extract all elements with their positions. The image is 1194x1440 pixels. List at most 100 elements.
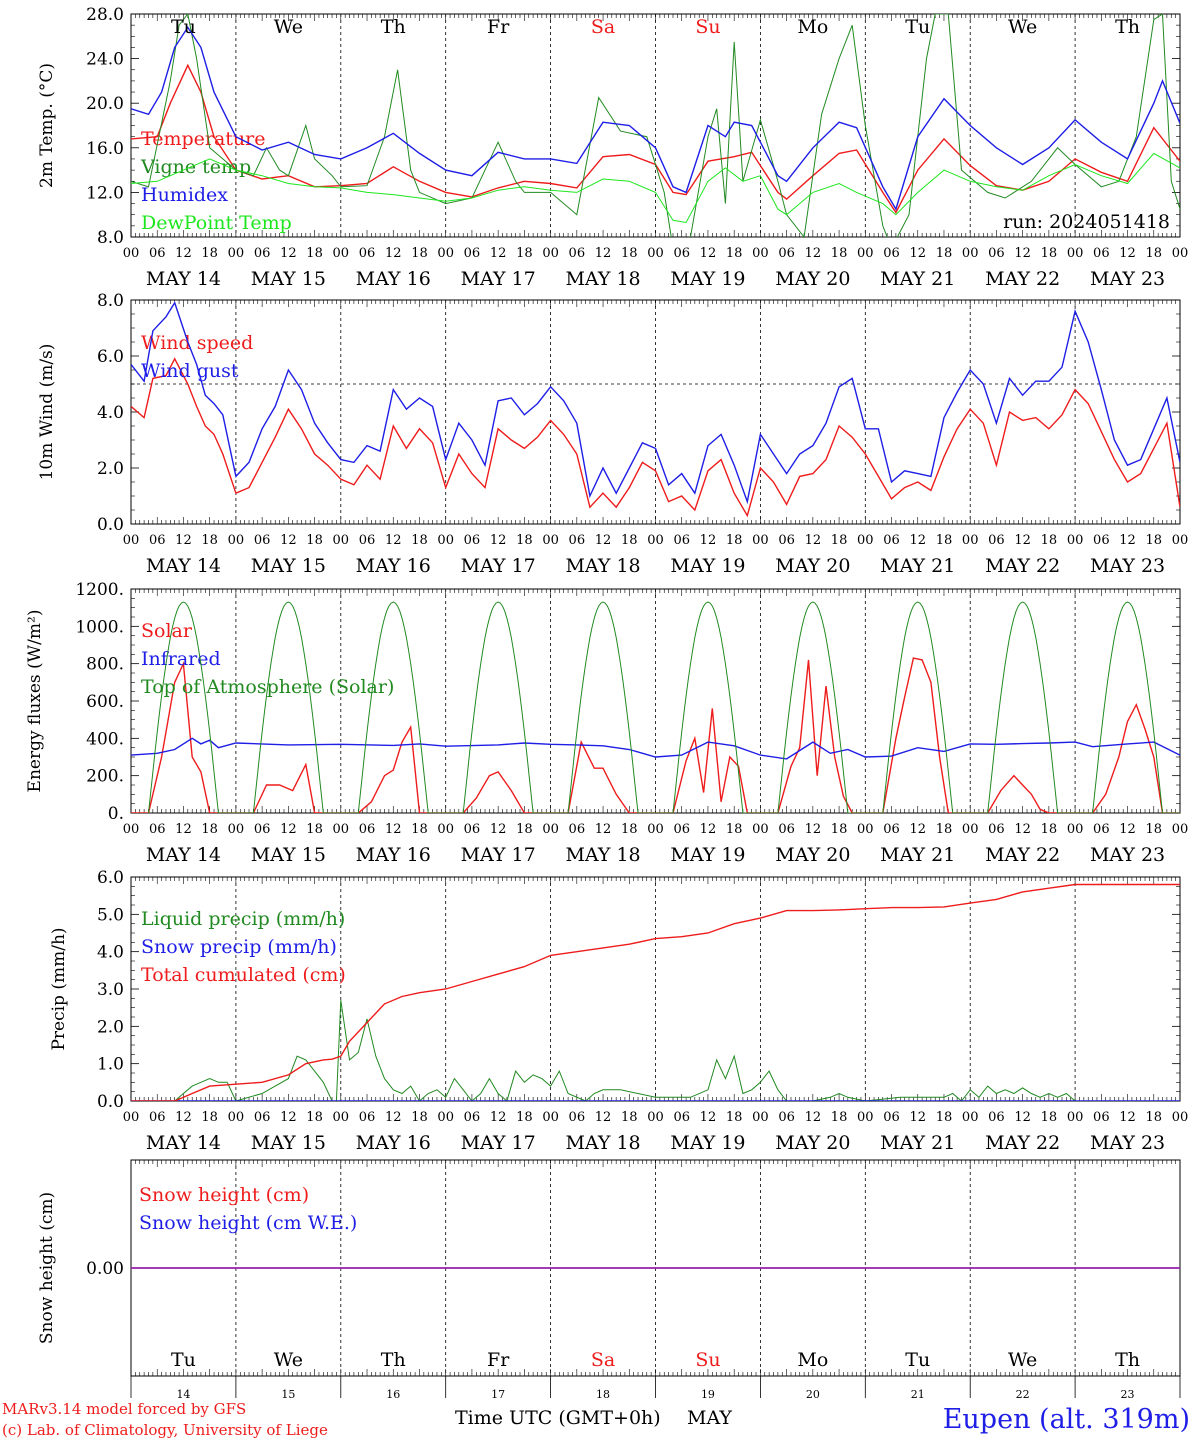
legend-label: Snow precip (mm/h) [141, 936, 337, 958]
hour-tick-label: 06 [1093, 533, 1110, 548]
legend-label: Wind speed [141, 332, 253, 354]
y-tick-label: 12.0 [86, 183, 124, 203]
hour-tick-label: 00 [962, 533, 979, 548]
hour-tick-label: 06 [149, 533, 166, 548]
day-number: 18 [596, 1388, 610, 1401]
weekday-label: Sa [591, 16, 615, 38]
hour-tick-label: 18 [1041, 533, 1058, 548]
date-label: MAY 14 [146, 555, 221, 577]
series-line-top-of-atmosphere-solar- [148, 601, 1180, 813]
hour-tick-label: 18 [411, 1110, 428, 1125]
hour-tick-label: 06 [778, 1110, 795, 1125]
location-label: Eupen (alt. 319m) [943, 1404, 1190, 1435]
hour-tick-label: 00 [542, 533, 559, 548]
y-tick-label: 600. [86, 692, 124, 712]
hour-tick-label: 18 [621, 1110, 638, 1125]
panel-4: 0.0 1.0 2.0 3.0 4.0 5.0 6.0 Precip (mm/h) Liquid… [49, 868, 1188, 1154]
date-label: MAY 14 [146, 268, 221, 290]
legend-label: Wind gust [141, 360, 239, 382]
hour-tick-label: 18 [1146, 822, 1163, 837]
hour-tick-label: 06 [464, 1110, 481, 1125]
date-label: MAY 21 [880, 268, 955, 290]
hour-tick-label: 00 [437, 246, 454, 261]
hour-tick-label: 00 [752, 246, 769, 261]
hour-tick-label: 12 [1014, 1110, 1031, 1125]
hour-tick-label: 00 [857, 1110, 874, 1125]
hour-tick-label: 12 [175, 246, 192, 261]
date-label: MAY 20 [775, 844, 850, 866]
y-tick-label: 6.0 [97, 347, 124, 367]
date-label: MAY 19 [670, 1132, 745, 1154]
hour-tick-label: 00 [857, 533, 874, 548]
date-label: MAY 21 [880, 1132, 955, 1154]
date-label: MAY 20 [775, 555, 850, 577]
hour-tick-label: 06 [254, 533, 271, 548]
hour-tick-label: 18 [1041, 246, 1058, 261]
hour-tick-label: 12 [909, 533, 926, 548]
hour-tick-label: 06 [359, 1110, 376, 1125]
hour-tick-label: 00 [437, 1110, 454, 1125]
y-axis-label: 2m Temp. (°C) [37, 63, 57, 188]
hour-tick-label: 00 [1067, 822, 1084, 837]
y-tick-label: 0.0 [97, 1092, 124, 1112]
hour-tick-label: 18 [516, 533, 533, 548]
hour-tick-label: 18 [726, 246, 743, 261]
hour-tick-label: 18 [411, 246, 428, 261]
hour-tick-label: 06 [1093, 246, 1110, 261]
hour-tick-label: 06 [778, 533, 795, 548]
hour-tick-label: 18 [516, 246, 533, 261]
day-number: 19 [701, 1388, 715, 1401]
footer: 14 15 16 17 18 19 20 21 22 23 MARv3.14 model force… [2, 1376, 1190, 1439]
hour-tick-label: 18 [201, 1110, 218, 1125]
hour-tick-label: 18 [1041, 822, 1058, 837]
panel-3: 0. 200. 400. 600. 800. 1000. 1200. Energy fluxe… [25, 580, 1188, 866]
hour-tick-label: 06 [149, 1110, 166, 1125]
hour-tick-label: 18 [936, 533, 953, 548]
y-tick-label: 1200. [75, 580, 124, 600]
hour-tick-label: 18 [831, 822, 848, 837]
date-label: MAY 16 [356, 1132, 431, 1154]
hour-tick-label: 12 [700, 533, 717, 548]
legend-label: Liquid precip (mm/h) [141, 908, 345, 930]
hour-tick-label: 18 [936, 822, 953, 837]
hour-tick-label: 06 [988, 246, 1005, 261]
date-label: MAY 19 [670, 268, 745, 290]
hour-tick-label: 12 [909, 822, 926, 837]
date-label: MAY 16 [356, 844, 431, 866]
hour-tick-label: 06 [778, 822, 795, 837]
hour-tick-label: 06 [149, 246, 166, 261]
hour-tick-label: 06 [1093, 1110, 1110, 1125]
hour-tick-label: 06 [464, 822, 481, 837]
hour-tick-label: 00 [333, 533, 350, 548]
series-line-liquid-precip-mm-h- [131, 1000, 1180, 1101]
series-line-total-cumulated-cm- [131, 883, 1180, 1101]
plot-frame [130, 299, 1181, 525]
hour-tick-label: 12 [1119, 533, 1136, 548]
series-line-solar [131, 657, 1180, 813]
hour-tick-label: 00 [228, 246, 245, 261]
hour-tick-label: 00 [333, 1110, 350, 1125]
hour-tick-label: 00 [228, 822, 245, 837]
legend-label: Top of Atmosphere (Solar) [141, 676, 394, 698]
y-tick-label: 800. [86, 655, 124, 675]
hour-tick-label: 12 [490, 246, 507, 261]
hour-tick-label: 18 [621, 533, 638, 548]
hour-tick-label: 06 [673, 246, 690, 261]
hour-tick-label: 18 [516, 822, 533, 837]
legend-label: Solar [141, 620, 193, 642]
date-label: MAY 18 [565, 555, 640, 577]
credit-line-2: (c) Lab. of Climatology, University of L… [2, 1421, 328, 1439]
hour-tick-label: 12 [595, 822, 612, 837]
weekday-label: Tu [905, 1349, 930, 1371]
hour-tick-label: 18 [201, 246, 218, 261]
hour-tick-label: 12 [385, 533, 402, 548]
hour-tick-label: 12 [805, 246, 822, 261]
hour-tick-label: 18 [726, 1110, 743, 1125]
hour-tick-label: 00 [647, 533, 664, 548]
day-number: 14 [176, 1388, 190, 1401]
hour-tick-label: 12 [805, 822, 822, 837]
hour-tick-label: 12 [385, 1110, 402, 1125]
series-line-infrared [131, 737, 1180, 760]
hour-tick-label: 06 [673, 1110, 690, 1125]
hour-tick-label: 18 [411, 822, 428, 837]
